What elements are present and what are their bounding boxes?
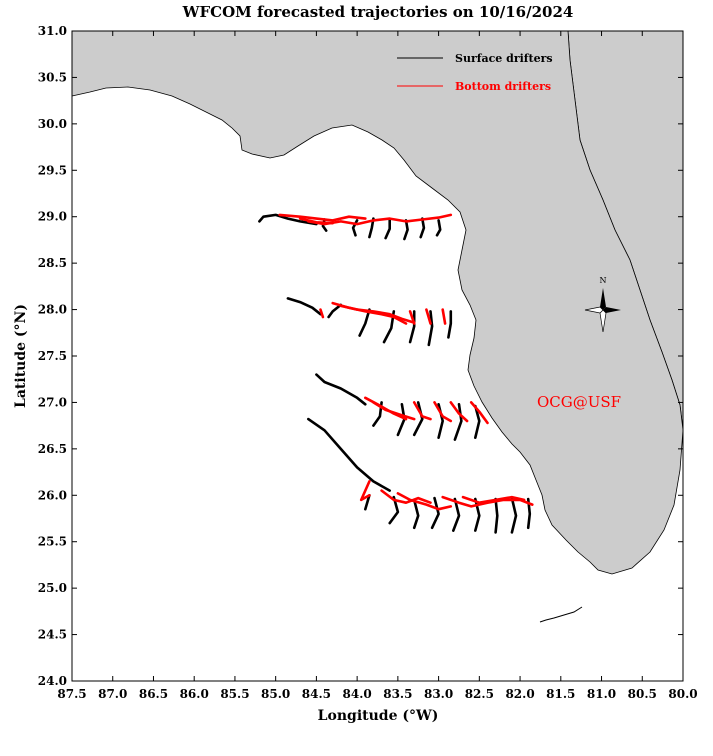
- x-tick-label: 83.5: [383, 687, 412, 701]
- y-tick-label: 26.0: [38, 488, 67, 502]
- map-title: WFCOM forecasted trajectories on 10/16/2…: [182, 3, 574, 21]
- x-tick-label: 84.5: [302, 687, 331, 701]
- bottom-drifter-track: [469, 401, 489, 425]
- y-axis: 24.0 24.5 25.0 25.5 26.0 26.5 27.0 27.5 28.0 28.5…: [38, 24, 683, 688]
- y-tick-label: 28.5: [38, 256, 67, 270]
- y-tick-label: 27.5: [38, 349, 67, 363]
- surface-drifter-track: [306, 417, 392, 492]
- legend-bottom-label: Bottom drifters: [455, 80, 551, 93]
- y-tick-label: 24.5: [38, 628, 67, 642]
- surface-drifter-track: [447, 310, 453, 339]
- x-tick-label: 82.0: [505, 687, 534, 701]
- surface-drifter-track: [327, 303, 343, 319]
- surface-drifter-track: [388, 495, 400, 525]
- x-axis: 87.5 87.0 86.5 86.0 85.5 85.0 84.5 84.0 83.5 83.0…: [57, 31, 698, 701]
- florida-keys: [539, 606, 583, 623]
- compass-rose: N: [584, 276, 621, 333]
- x-tick-label: 85.0: [261, 687, 290, 701]
- plot-area: N Surface drifters Bottom drifters OCG@U…: [71, 30, 684, 682]
- legend: Surface drifters Bottom drifters: [397, 52, 553, 93]
- surface-drifter-track: [430, 496, 440, 530]
- x-axis-title: Longitude (°W): [318, 708, 439, 724]
- y-tick-label: 29.0: [38, 210, 67, 224]
- bottom-drifter-track: [278, 213, 367, 222]
- x-tick-label: 80.5: [628, 687, 657, 701]
- x-tick-label: 81.5: [546, 687, 575, 701]
- bottom-tracks: [278, 213, 534, 511]
- y-tick-label: 31.0: [38, 24, 67, 38]
- y-tick-label: 25.0: [38, 581, 67, 595]
- y-tick-label: 29.5: [38, 163, 67, 177]
- y-tick-label: 27.0: [38, 395, 67, 409]
- y-axis-title: Latitude (°N): [13, 304, 29, 408]
- surface-drifter-track: [286, 297, 322, 316]
- y-tick-label: 30.0: [38, 117, 67, 131]
- surface-drifter-track: [403, 219, 409, 241]
- surface-drifter-track: [408, 310, 416, 344]
- surface-drifter-track: [363, 493, 371, 511]
- surface-drifter-track: [427, 310, 434, 347]
- surface-drifter-track: [494, 497, 499, 534]
- x-tick-label: 86.5: [139, 687, 168, 701]
- x-tick-label: 87.5: [57, 687, 86, 701]
- x-tick-label: 80.0: [668, 687, 697, 701]
- compass-north-label: N: [600, 276, 607, 285]
- surface-drifter-track: [453, 402, 463, 441]
- bottom-drifter-track: [441, 308, 447, 325]
- x-tick-label: 87.0: [98, 687, 127, 701]
- bottom-drifter-track: [298, 217, 335, 225]
- surface-drifter-track: [315, 373, 367, 406]
- x-tick-label: 86.0: [180, 687, 209, 701]
- y-tick-label: 24.0: [38, 674, 67, 688]
- y-tick-label: 25.5: [38, 535, 67, 549]
- y-tick-label: 28.0: [38, 303, 67, 317]
- bottom-drifter-track: [449, 401, 469, 423]
- surface-drifter-track: [451, 497, 461, 532]
- bottom-drifter-track: [408, 310, 416, 325]
- y-tick-label: 26.5: [38, 442, 67, 456]
- surface-drifter-track: [412, 401, 424, 437]
- bottom-drifter-track: [433, 401, 453, 423]
- surface-drifter-track: [510, 496, 518, 534]
- bottom-drifter-track: [412, 401, 432, 421]
- x-tick-label: 81.0: [587, 687, 616, 701]
- florida-peninsula: [71, 30, 684, 575]
- credit-label: OCG@USF: [537, 393, 621, 411]
- bottom-drifter-track: [339, 304, 416, 324]
- bottom-drifter-track: [319, 308, 325, 319]
- x-tick-label: 85.5: [220, 687, 249, 701]
- surface-drifter-track: [358, 308, 371, 337]
- bottom-drifter-track: [359, 480, 371, 502]
- y-tick-label: 30.5: [38, 70, 67, 84]
- surface-drifter-track: [435, 219, 442, 237]
- surface-drifter-track: [419, 217, 426, 239]
- bottom-drifter-track: [461, 495, 526, 505]
- bottom-drifter-track: [372, 401, 416, 421]
- bottom-drifter-track: [380, 489, 432, 505]
- x-tick-label: 83.0: [424, 687, 453, 701]
- legend-surface-label: Surface drifters: [455, 52, 553, 65]
- bottom-drifter-track: [425, 308, 432, 325]
- surface-drifter-track: [258, 213, 318, 226]
- surface-drifter-track: [473, 404, 481, 440]
- surface-drifter-track: [412, 498, 420, 530]
- bottom-drifter-track: [396, 492, 453, 511]
- x-tick-label: 82.5: [465, 687, 494, 701]
- surface-drifter-track: [384, 218, 392, 240]
- x-tick-label: 84.0: [343, 687, 372, 701]
